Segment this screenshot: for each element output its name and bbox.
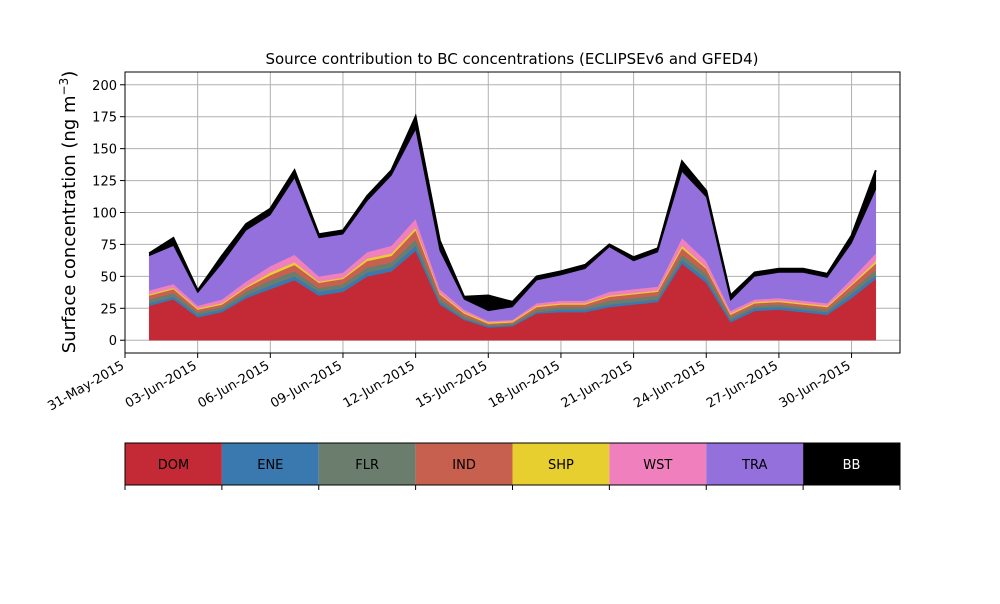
chart-title: Source contribution to BC concentrations… <box>265 50 758 68</box>
legend-label-ene: ENE <box>257 458 283 473</box>
legend-swatch-ind <box>415 443 513 485</box>
legend-swatch-shp <box>512 443 610 485</box>
legend-swatch-flr <box>318 443 416 485</box>
y-axis-label-exponent: −3 <box>57 78 71 96</box>
legend-colorbar: DOM ENE FLR IND SHP WST TRA BB <box>124 442 901 490</box>
y-tick-label: 50 <box>100 270 117 285</box>
legend-label-tra: TRA <box>741 458 767 473</box>
y-tick-label: 150 <box>92 143 117 158</box>
legend-label-shp: SHP <box>548 458 574 473</box>
y-tick-label: 0 <box>109 334 117 349</box>
legend-label-dom: DOM <box>158 458 189 473</box>
y-tick-label: 100 <box>92 207 117 222</box>
y-tick-label: 125 <box>92 175 117 190</box>
y-axis-label-main: Surface concentration (ng m <box>59 95 80 353</box>
legend-label-flr: FLR <box>355 458 379 473</box>
y-tick-label: 25 <box>100 302 117 317</box>
legend-label-wst: WST <box>643 458 672 473</box>
legend-swatch-tra <box>706 443 804 485</box>
legend-swatch-dom <box>125 443 222 485</box>
total-line <box>148 113 877 304</box>
legend-swatch-ene <box>221 443 319 485</box>
legend-swatch-bb <box>803 443 900 485</box>
y-tick-label: 175 <box>92 111 117 126</box>
y-axis-label-close: ) <box>59 71 80 78</box>
legend-label-ind: IND <box>452 458 476 473</box>
y-tick-label: 200 <box>92 79 117 94</box>
y-axis-label: Surface concentration (ng m−3) <box>57 71 80 354</box>
y-tick-label: 75 <box>100 238 117 253</box>
legend-swatch-wst <box>609 443 707 485</box>
legend-label-bb: BB <box>843 458 861 473</box>
